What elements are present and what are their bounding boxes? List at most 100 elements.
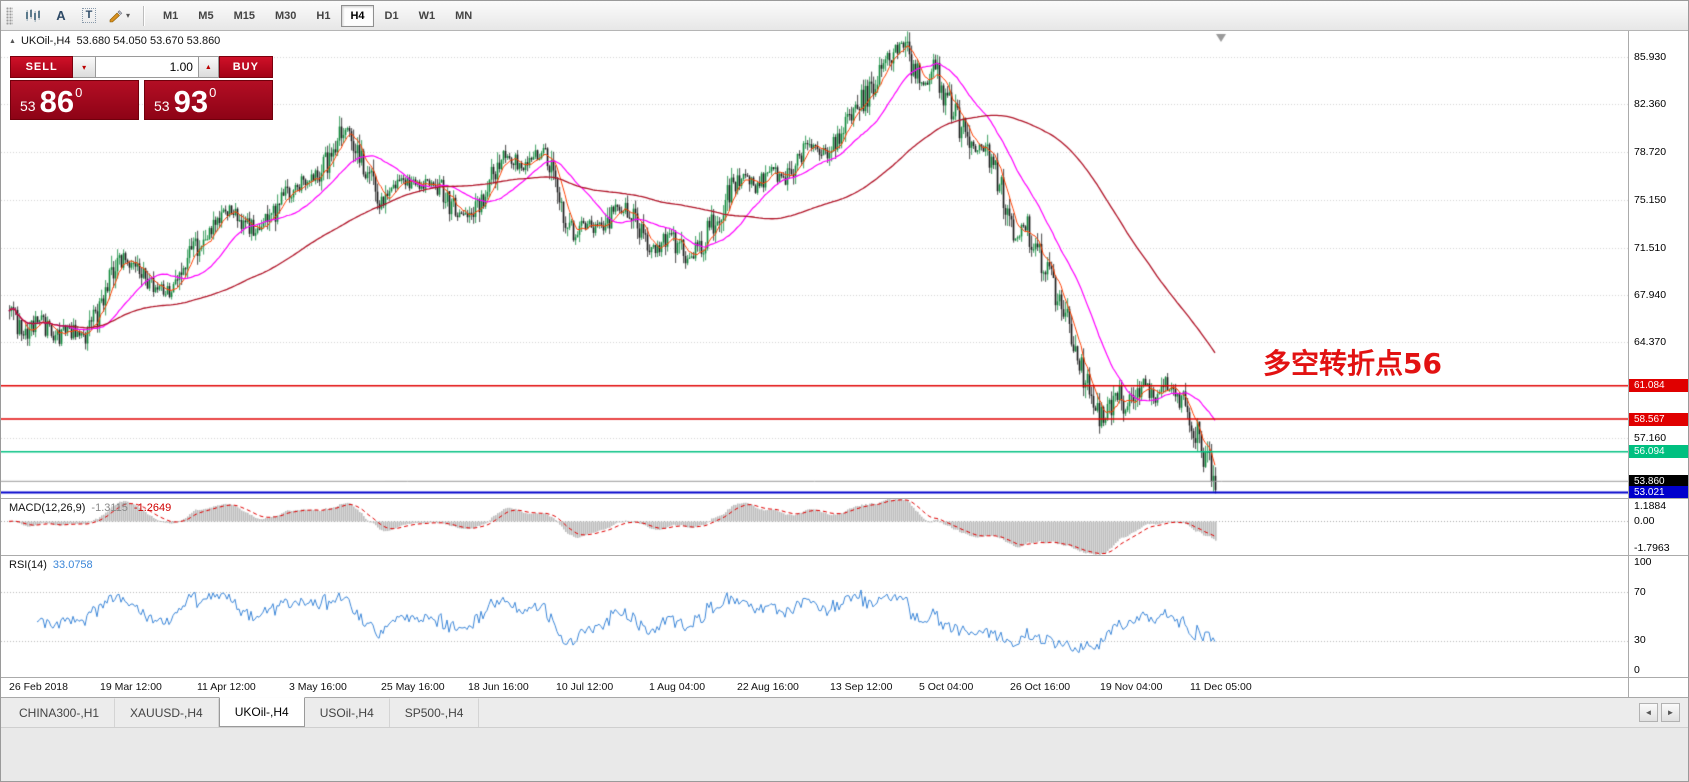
ask-price-display[interactable]: 53 93 0	[144, 80, 273, 120]
time-label: 26 Oct 16:00	[1010, 681, 1071, 693]
pencil-icon	[109, 10, 123, 23]
macd-panel-canvas[interactable]	[1, 499, 1628, 555]
time-label: 5 Oct 04:00	[919, 681, 974, 693]
timeframe-m1-button[interactable]: M1	[154, 5, 187, 27]
time-label: 10 Jul 12:00	[556, 681, 614, 693]
tab-usoil-h4[interactable]: USOil-,H4	[305, 698, 390, 727]
label-t-icon: T	[81, 8, 97, 23]
timeframe-w1-button[interactable]: W1	[410, 5, 445, 27]
price-scale-label: 71.510	[1634, 241, 1667, 254]
left-arrow-icon: ◄	[1644, 708, 1653, 717]
timeframe-d1-button[interactable]: D1	[376, 5, 408, 27]
time-label: 11 Dec 05:00	[1190, 681, 1252, 693]
price-scale-label: 82.360	[1634, 98, 1667, 111]
rsi-scale-label: 100	[1634, 556, 1652, 568]
bid-price-display[interactable]: 53 86 0	[10, 80, 139, 120]
price-level-tag: 56.094	[1629, 445, 1688, 459]
tab-sp500-h4[interactable]: SP500-,H4	[390, 698, 480, 727]
macd-scale-label: 1.1884	[1634, 500, 1667, 512]
timeframe-m5-button[interactable]: M5	[189, 5, 222, 27]
candles-icon	[26, 9, 40, 22]
toolbar-separator	[143, 5, 146, 26]
volume-up-button[interactable]: ▲	[198, 56, 219, 78]
time-label: 18 Jun 16:00	[468, 681, 529, 693]
time-label: 11 Apr 12:00	[197, 681, 256, 693]
one-click-trading-panel: SELL ▾ ▲ BUY 53 86 0 53 93 0	[10, 56, 274, 120]
panel-separator[interactable]	[1, 555, 1688, 556]
drawing-tools-button[interactable]: ▾	[104, 4, 134, 28]
macd-label: MACD(12,26,9) -1.3115 -1.2649	[9, 502, 171, 514]
price-scale-label: 78.720	[1634, 146, 1667, 159]
volume-dropdown-button[interactable]: ▾	[73, 56, 96, 78]
main-toolbar: A T ▾ M1 M5 M15 M30 H1 H4 D1 W1 MN	[1, 1, 1688, 31]
text-a-icon: A	[56, 8, 66, 23]
timeframe-m15-button[interactable]: M15	[225, 5, 264, 27]
macd-scale-label: 0.00	[1634, 515, 1655, 527]
macd-name: MACD(12,26,9)	[9, 502, 86, 514]
one-click-toggle-icon[interactable]: ▲	[9, 37, 16, 45]
macd-main-value: -1.3115	[91, 502, 128, 514]
dropdown-caret-icon: ▾	[126, 11, 131, 20]
time-label: 1 Aug 04:00	[649, 681, 706, 693]
timeframe-h4-button[interactable]: H4	[341, 4, 374, 27]
chart-button[interactable]	[20, 4, 46, 28]
time-label: 13 Sep 12:00	[830, 681, 893, 693]
tab-scroll-right-button[interactable]: ►	[1661, 703, 1680, 722]
label-tool-button[interactable]: T	[76, 4, 102, 28]
timeframe-h1-button[interactable]: H1	[307, 5, 339, 27]
price-scale-section: 85.930 82.360 78.720 75.150 71.510 67.94…	[1629, 31, 1688, 499]
bid-big-digits: 86	[39, 83, 75, 119]
rsi-scale-label: 70	[1634, 586, 1646, 598]
up-arrow-icon: ▲	[204, 63, 212, 71]
volume-input[interactable]	[95, 56, 199, 78]
rsi-scale-label: 30	[1634, 634, 1646, 646]
ask-big-digits: 93	[173, 83, 209, 119]
price-scale-label: 64.370	[1634, 336, 1667, 349]
bottom-area	[1, 727, 1688, 781]
price-axis[interactable]: 85.930 82.360 78.720 75.150 71.510 67.94…	[1628, 31, 1688, 697]
price-scale-label: 85.930	[1634, 51, 1667, 64]
chart-info-line: ▲ UKOil-,H4 53.680 54.050 53.670 53.860	[9, 35, 220, 47]
rsi-name: RSI(14)	[9, 559, 47, 571]
current-price-tag: 53.860	[1629, 474, 1688, 488]
price-scale-label: 57.160	[1634, 431, 1667, 444]
rsi-scale-label: 0	[1634, 664, 1640, 676]
panel-separator	[1, 677, 1688, 678]
macd-scale-label: -1.7963	[1634, 542, 1670, 554]
time-label: 25 May 16:00	[381, 681, 445, 693]
chart-tabs-bar: CHINA300-,H1 XAUUSD-,H4 UKOil-,H4 USOil-…	[1, 697, 1688, 727]
sell-button[interactable]: SELL	[10, 56, 74, 78]
rsi-value: 33.0758	[52, 559, 93, 571]
time-axis[interactable]: 26 Feb 2018 19 Mar 12:00 11 Apr 12:00 3 …	[1, 678, 1628, 697]
price-level-tag: 53.021	[1629, 485, 1688, 499]
macd-signal-value: -1.2649	[133, 502, 172, 514]
rsi-label: RSI(14) 33.0758	[9, 559, 93, 571]
price-scale-label: 67.940	[1634, 289, 1667, 302]
ask-small-digits: 53	[154, 98, 170, 114]
macd-scale-section: 1.1884 0.00 -1.7963	[1629, 499, 1688, 555]
text-tool-button[interactable]: A	[48, 4, 74, 28]
price-scale-label: 75.150	[1634, 193, 1667, 206]
rsi-scale-section: 100 70 30 0	[1629, 556, 1688, 677]
ask-sup-digit: 0	[209, 85, 217, 100]
timeframe-m30-button[interactable]: M30	[266, 5, 305, 27]
price-level-tag: 61.084	[1629, 379, 1688, 393]
tab-ukoil-h4[interactable]: UKOil-,H4	[218, 697, 305, 727]
toolbar-grip[interactable]	[6, 6, 13, 25]
timeframe-mn-button[interactable]: MN	[446, 5, 481, 27]
time-label: 19 Nov 04:00	[1100, 681, 1163, 693]
tab-scroll-left-button[interactable]: ◄	[1639, 703, 1658, 722]
price-level-tag: 58.567	[1629, 412, 1688, 426]
time-label: 26 Feb 2018	[9, 681, 68, 693]
panel-separator[interactable]	[1, 498, 1688, 499]
buy-button[interactable]: BUY	[218, 56, 274, 78]
time-label: 3 May 16:00	[289, 681, 347, 693]
time-label: 19 Mar 12:00	[100, 681, 162, 693]
bid-small-digits: 53	[20, 98, 36, 114]
rsi-panel-canvas[interactable]	[1, 556, 1628, 677]
chart-area: ▲ UKOil-,H4 53.680 54.050 53.670 53.860 …	[1, 31, 1628, 697]
tab-xauusd-h4[interactable]: XAUUSD-,H4	[115, 698, 219, 727]
bid-sup-digit: 0	[75, 85, 83, 100]
tab-china300-h1[interactable]: CHINA300-,H1	[4, 698, 116, 727]
